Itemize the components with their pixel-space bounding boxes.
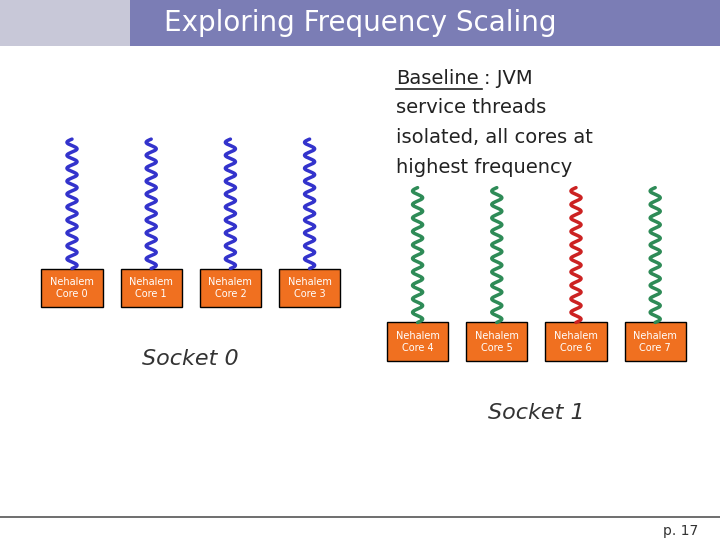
Text: Nehalem
Core 3: Nehalem Core 3 (288, 277, 331, 299)
Text: p. 17: p. 17 (663, 524, 698, 538)
Bar (387, 322, 448, 361)
Text: Nehalem
Core 6: Nehalem Core 6 (554, 330, 598, 353)
Text: Nehalem
Core 4: Nehalem Core 4 (396, 330, 439, 353)
Bar (0, 0, 720, 46)
Text: Socket 1: Socket 1 (488, 402, 585, 422)
Bar (200, 268, 261, 307)
Bar (0, 0, 130, 46)
Bar (121, 268, 181, 307)
Bar (467, 322, 527, 361)
Text: Nehalem
Core 2: Nehalem Core 2 (209, 277, 252, 299)
Bar (546, 322, 606, 361)
Text: Exploring Frequency Scaling: Exploring Frequency Scaling (163, 9, 557, 37)
Bar (42, 268, 102, 307)
Text: : JVM: : JVM (484, 69, 533, 87)
Text: highest frequency: highest frequency (396, 158, 572, 177)
Text: Nehalem
Core 7: Nehalem Core 7 (634, 330, 677, 353)
Bar (624, 322, 685, 361)
Text: Socket 0: Socket 0 (143, 349, 239, 369)
Text: service threads: service threads (396, 98, 546, 117)
Text: Nehalem
Core 1: Nehalem Core 1 (130, 277, 173, 299)
Text: Baseline: Baseline (396, 69, 479, 87)
Text: isolated, all cores at: isolated, all cores at (396, 128, 593, 147)
Text: Nehalem
Core 5: Nehalem Core 5 (475, 330, 518, 353)
Text: Nehalem
Core 0: Nehalem Core 0 (50, 277, 94, 299)
Bar (279, 268, 340, 307)
